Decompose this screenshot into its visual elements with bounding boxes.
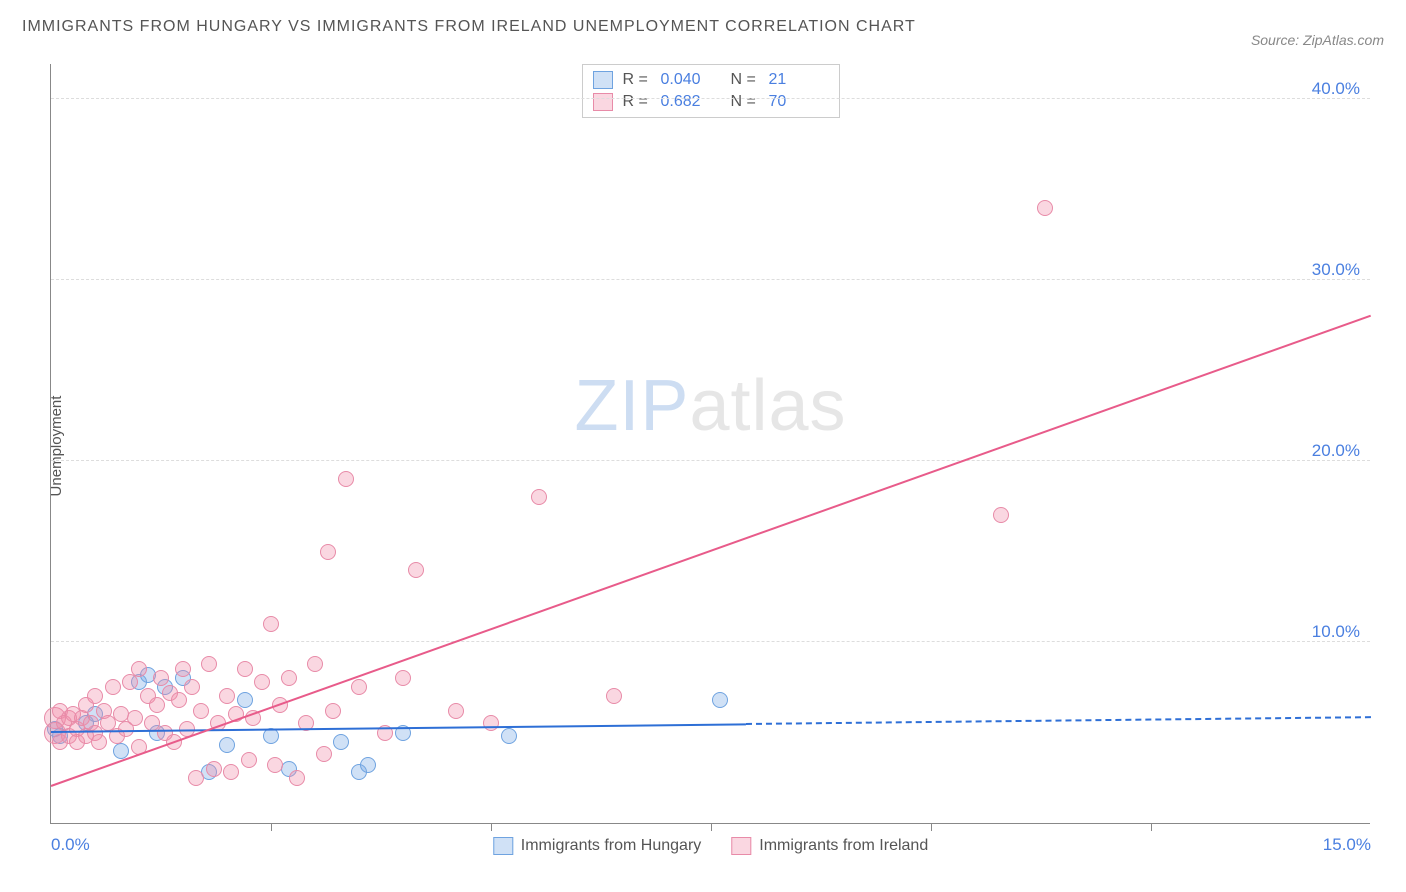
data-point [1037, 200, 1053, 216]
data-point [237, 661, 253, 677]
plot-area: ZIPatlas R =0.040N =21R =0.682N =70 Immi… [50, 64, 1370, 824]
data-point [606, 688, 622, 704]
data-point [320, 544, 336, 560]
source-label: Source: ZipAtlas.com [1251, 32, 1384, 48]
legend-series-label: Immigrants from Hungary [521, 837, 702, 855]
data-point [325, 703, 341, 719]
data-point [87, 688, 103, 704]
data-point [338, 471, 354, 487]
data-point [395, 670, 411, 686]
r-label: R = [623, 93, 651, 111]
legend-stat-row: R = 0.040 N = 21 [593, 69, 829, 91]
gridline-h [51, 279, 1370, 280]
data-point [91, 734, 107, 750]
watermark-zip: ZIP [574, 366, 689, 446]
y-tick-label: 20.0% [1312, 441, 1360, 461]
data-point [175, 661, 191, 677]
data-point [206, 761, 222, 777]
legend-series: Immigrants from Hungary Immigrants from I… [493, 837, 928, 855]
y-tick-label: 10.0% [1312, 622, 1360, 642]
data-point [483, 715, 499, 731]
data-point [316, 746, 332, 762]
x-tick [931, 823, 932, 831]
data-point [113, 743, 129, 759]
data-point [201, 656, 217, 672]
data-point [184, 679, 200, 695]
n-label: N = [731, 93, 759, 111]
gridline-h [51, 641, 1370, 642]
data-point [105, 679, 121, 695]
r-value: 0.682 [661, 93, 721, 111]
n-value: 70 [769, 93, 829, 111]
x-tick [271, 823, 272, 831]
watermark-atlas: atlas [689, 366, 846, 446]
trend-line-dashed [746, 716, 1371, 725]
x-tick [1151, 823, 1152, 831]
data-point [531, 489, 547, 505]
legend-series-item: Immigrants from Ireland [731, 837, 928, 855]
legend-swatch [593, 71, 613, 89]
legend-series-item: Immigrants from Hungary [493, 837, 702, 855]
gridline-h [51, 98, 1370, 99]
n-value: 21 [769, 71, 829, 89]
data-point [267, 757, 283, 773]
data-point [149, 697, 165, 713]
legend-series-label: Immigrants from Ireland [759, 837, 928, 855]
y-tick-label: 30.0% [1312, 260, 1360, 280]
data-point [448, 703, 464, 719]
data-point [188, 770, 204, 786]
n-label: N = [731, 71, 759, 89]
x-tick [491, 823, 492, 831]
data-point [351, 679, 367, 695]
data-point [307, 656, 323, 672]
trend-line [51, 314, 1372, 786]
data-point [289, 770, 305, 786]
data-point [408, 562, 424, 578]
x-tick-label: 15.0% [1323, 835, 1371, 855]
data-point [219, 688, 235, 704]
r-value: 0.040 [661, 71, 721, 89]
data-point [254, 674, 270, 690]
data-point [333, 734, 349, 750]
data-point [153, 670, 169, 686]
legend-stats: R = 0.040 N = 21 R = 0.682 N = 70 [582, 64, 840, 118]
x-tick-label: 0.0% [51, 835, 90, 855]
data-point [131, 661, 147, 677]
data-point [712, 692, 728, 708]
data-point [241, 752, 257, 768]
legend-swatch [731, 837, 751, 855]
r-label: R = [623, 71, 651, 89]
data-point [263, 616, 279, 632]
data-point [237, 692, 253, 708]
watermark: ZIPatlas [574, 365, 846, 447]
data-point [193, 703, 209, 719]
data-point [360, 757, 376, 773]
x-tick [711, 823, 712, 831]
legend-swatch [593, 93, 613, 111]
data-point [223, 764, 239, 780]
data-point [127, 710, 143, 726]
data-point [501, 728, 517, 744]
data-point [171, 692, 187, 708]
data-point [993, 507, 1009, 523]
legend-swatch [493, 837, 513, 855]
y-tick-label: 40.0% [1312, 79, 1360, 99]
chart-title: IMMIGRANTS FROM HUNGARY VS IMMIGRANTS FR… [22, 18, 916, 36]
gridline-h [51, 460, 1370, 461]
data-point [281, 670, 297, 686]
data-point [219, 737, 235, 753]
legend-stat-row: R = 0.682 N = 70 [593, 91, 829, 113]
